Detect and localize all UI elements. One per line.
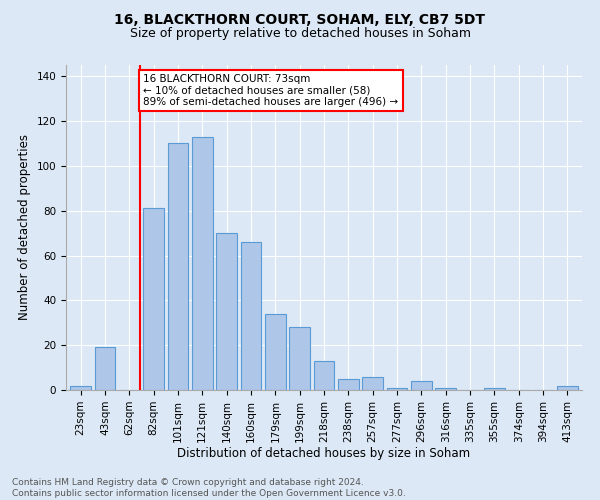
Bar [265, 314, 286, 390]
Bar [436, 388, 456, 390]
Text: Size of property relative to detached houses in Soham: Size of property relative to detached ho… [130, 28, 470, 40]
Text: Contains HM Land Registry data © Crown copyright and database right 2024.
Contai: Contains HM Land Registry data © Crown c… [12, 478, 406, 498]
Bar [289, 327, 310, 390]
Bar [557, 386, 578, 390]
Bar [314, 361, 334, 390]
Y-axis label: Number of detached properties: Number of detached properties [18, 134, 31, 320]
Bar [216, 233, 237, 390]
Text: 16, BLACKTHORN COURT, SOHAM, ELY, CB7 5DT: 16, BLACKTHORN COURT, SOHAM, ELY, CB7 5D… [115, 12, 485, 26]
Bar [386, 388, 407, 390]
Text: 16 BLACKTHORN COURT: 73sqm
← 10% of detached houses are smaller (58)
89% of semi: 16 BLACKTHORN COURT: 73sqm ← 10% of deta… [143, 74, 398, 107]
Bar [241, 242, 262, 390]
Bar [411, 381, 432, 390]
Bar [70, 386, 91, 390]
Bar [338, 379, 359, 390]
Bar [95, 348, 115, 390]
Bar [192, 136, 212, 390]
Bar [167, 144, 188, 390]
Bar [484, 388, 505, 390]
X-axis label: Distribution of detached houses by size in Soham: Distribution of detached houses by size … [178, 448, 470, 460]
Bar [362, 376, 383, 390]
Bar [143, 208, 164, 390]
